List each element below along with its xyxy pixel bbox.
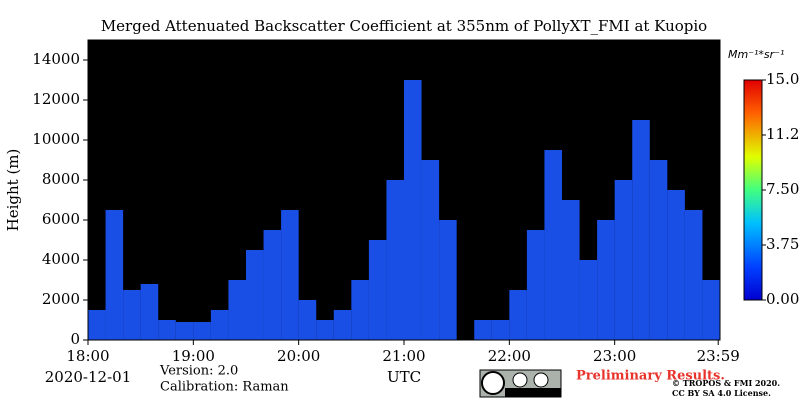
signal-column <box>351 280 369 340</box>
signal-column <box>684 210 703 340</box>
y-tick-label: 14000 <box>32 50 80 68</box>
signal-column <box>386 180 404 340</box>
signal-column <box>193 322 211 340</box>
signal-column <box>210 310 229 340</box>
y-axis-label: Height (m) <box>4 149 22 232</box>
notice: Preliminary Results. <box>576 369 725 384</box>
signal-column <box>526 230 545 340</box>
signal-column <box>140 284 159 340</box>
signal-column <box>105 210 124 340</box>
x-tick-label: 21:00 <box>382 347 425 365</box>
signal-column <box>491 320 510 340</box>
x-tick-label: 22:00 <box>488 347 531 365</box>
chart-title: Merged Attenuated Backscatter Coefficien… <box>101 17 707 35</box>
colorbar-tick-label: 3.75 <box>766 235 799 253</box>
signal-column <box>562 200 580 340</box>
signal-column <box>316 320 334 340</box>
y-tick-label: 6000 <box>42 210 80 228</box>
x-tick-label: 23:00 <box>593 347 636 365</box>
colorbar-tick-label: 11.2 <box>766 125 799 143</box>
signal-column <box>228 280 246 340</box>
signal-column <box>263 230 282 340</box>
signal-column <box>439 220 457 340</box>
signal-column <box>123 290 141 340</box>
y-tick-label: 12000 <box>32 90 80 108</box>
signal-column <box>702 280 720 340</box>
license: CC BY SA 4.0 License. <box>672 388 771 398</box>
calibration: Calibration: Raman <box>160 380 289 395</box>
y-tick-label: 0 <box>70 330 80 348</box>
y-tick-label: 2000 <box>42 290 80 308</box>
signal-column <box>158 320 176 340</box>
signal-column <box>281 210 299 340</box>
x-tick-label: 20:00 <box>277 347 320 365</box>
signal-column <box>649 160 668 340</box>
signal-column <box>579 260 598 340</box>
signal-column <box>421 160 440 340</box>
signal-column <box>597 220 615 340</box>
signal-column <box>667 190 685 340</box>
signal-column <box>632 120 650 340</box>
y-tick-label: 4000 <box>42 250 80 268</box>
signal-column <box>614 180 633 340</box>
colorbar-label: Mm⁻¹*sr⁻¹ <box>728 48 784 61</box>
signal-column <box>88 310 106 340</box>
plot-area <box>88 80 720 340</box>
signal-column <box>368 240 387 340</box>
colorbar-tick-label: 7.50 <box>766 180 799 198</box>
x-tick-label: 18:00 <box>66 347 109 365</box>
colorbar-tick-label: 0.00 <box>766 290 799 308</box>
signal-column <box>333 310 352 340</box>
y-tick-label: 10000 <box>32 130 80 148</box>
copyright: © TROPOS & FMI 2020. <box>672 378 780 388</box>
signal-column <box>298 300 317 340</box>
colorbar <box>743 79 763 301</box>
version: Version: 2.0 <box>159 364 238 379</box>
x-axis-label: UTC <box>387 368 421 386</box>
signal-column <box>246 250 264 340</box>
date: 2020-12-01 <box>45 368 131 386</box>
signal-column <box>544 150 562 340</box>
signal-column <box>509 290 527 340</box>
colorbar-tick-label: 15.0 <box>766 70 799 88</box>
cc-logo <box>479 369 562 398</box>
signal-column <box>175 322 194 340</box>
y-tick-label: 8000 <box>42 170 80 188</box>
x-tick-label: 19:00 <box>172 347 215 365</box>
signal-column <box>404 80 422 340</box>
x-tick-label: 23:59 <box>697 347 740 365</box>
signal-column <box>474 320 492 340</box>
